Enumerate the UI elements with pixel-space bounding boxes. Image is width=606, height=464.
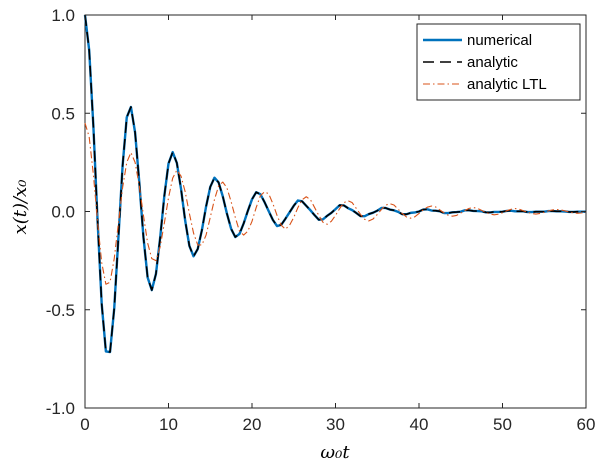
x-tick-label: 10 [159, 415, 178, 434]
ticks-group: 0 10 20 30 40 50 60 -1.0 -0.5 0.0 0.5 1.0 [46, 6, 596, 434]
y-tick-label: 0.0 [51, 203, 75, 222]
y-axis-label-text: x(t)/x₀ [10, 180, 31, 235]
series-group [83, 14, 587, 354]
x-axis-label-text: ω₀t [320, 442, 350, 463]
series-line-analytic [84, 14, 586, 353]
y-tick-label: 1.0 [51, 6, 75, 25]
x-tick-label: 50 [493, 415, 512, 434]
x-tick-label: 0 [80, 415, 89, 434]
legend-label: numerical [467, 32, 532, 49]
y-tick-label: 0.5 [51, 104, 75, 123]
legend-label: analytic [467, 54, 518, 71]
y-axis-label: x(t)/x₀ [10, 180, 31, 235]
y-tick-label: -1.0 [46, 399, 75, 418]
x-axis-label: ω₀t [320, 442, 350, 463]
series-line-analytic-ltl [84, 122, 587, 285]
x-tick-label: 60 [577, 415, 596, 434]
x-tick-label: 30 [326, 415, 345, 434]
legend-items: numerical analytic analytic LTL [423, 32, 547, 93]
legend: numerical analytic analytic LTL [416, 23, 581, 101]
y-tick-label: -0.5 [46, 301, 75, 320]
x-tick-label: 20 [243, 415, 262, 434]
x-tick-label: 40 [410, 415, 429, 434]
legend-label: analytic LTL [467, 76, 547, 93]
